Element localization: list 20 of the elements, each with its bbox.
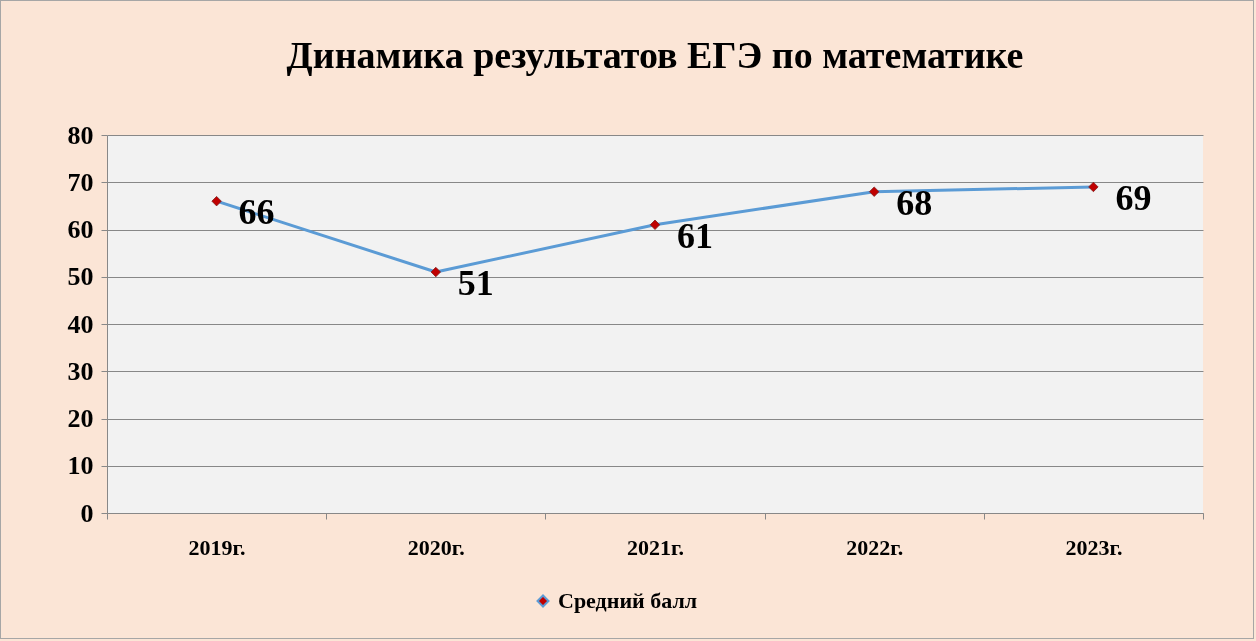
x-tick-label: 2019г. [188, 534, 246, 560]
y-tick-label: 60 [67, 215, 94, 244]
data-label: 61 [677, 215, 713, 256]
y-tick-label: 40 [67, 309, 94, 339]
y-tick-label: 80 [67, 120, 94, 150]
x-tick-label: 2023г. [1065, 534, 1123, 560]
y-tick-label: 70 [67, 167, 94, 197]
y-tick-label: 0 [80, 498, 94, 528]
chart-title: Динамика результатов ЕГЭ по математике [286, 34, 1024, 76]
y-tick-label: 20 [67, 404, 94, 433]
y-tick-label: 50 [67, 262, 94, 292]
x-tick-label: 2021г. [626, 534, 685, 560]
x-tick-label: 2020г. [407, 534, 465, 560]
data-label: 51 [457, 263, 494, 304]
x-tick-label: 2022г. [846, 534, 904, 560]
data-label: 68 [896, 182, 933, 223]
legend-label: Средний балл [558, 588, 698, 613]
y-tick-label: 30 [67, 356, 94, 386]
y-tick-label: 10 [67, 451, 94, 481]
data-label: 69 [1115, 177, 1152, 218]
